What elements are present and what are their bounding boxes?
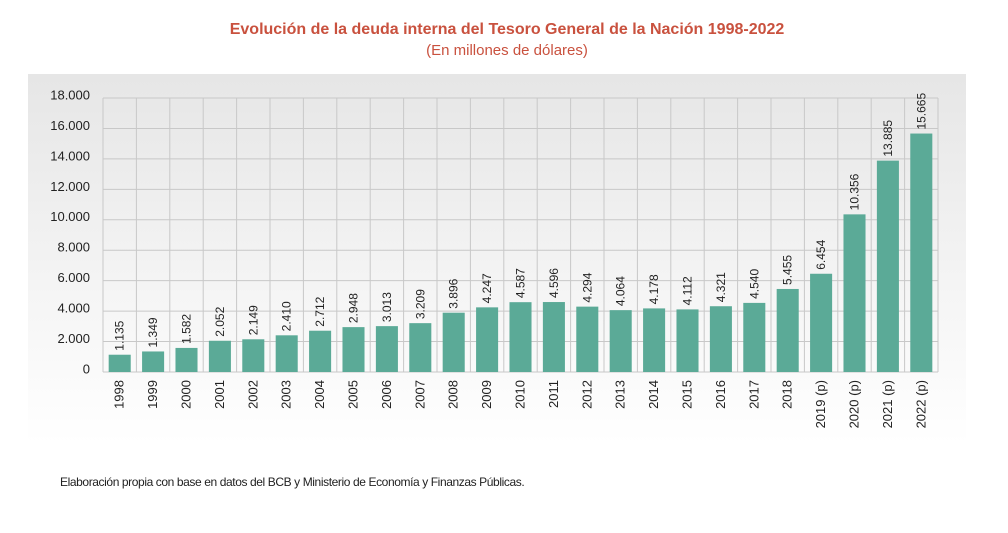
value-label: 2.052: [213, 306, 227, 336]
bar: [275, 335, 298, 372]
chart-subtitle: (En millones de dólares): [426, 42, 588, 59]
x-tick-label: 2015: [680, 380, 695, 409]
value-label: 2.712: [313, 296, 327, 326]
y-tick-label: 8.000: [57, 240, 90, 255]
y-tick-label: 6.000: [57, 270, 90, 285]
x-tick-label: 1999: [145, 380, 160, 409]
y-tick-label: 16.000: [50, 118, 90, 133]
value-label: 4.064: [614, 276, 628, 306]
bar: [375, 326, 398, 372]
x-tick-label: 2014: [646, 380, 661, 409]
x-tick-label: 2008: [446, 380, 461, 409]
bar: [810, 273, 833, 372]
bar: [108, 354, 131, 372]
value-label: 2.149: [246, 305, 260, 335]
value-label: 4.321: [714, 272, 728, 302]
value-label: 4.247: [480, 273, 494, 303]
x-tick-label: 1998: [112, 380, 127, 409]
bar: [142, 351, 165, 372]
x-tick-label: 2009: [479, 380, 494, 409]
bar: [476, 307, 499, 372]
value-label: 3.209: [413, 289, 427, 319]
value-label: 10.356: [848, 173, 862, 210]
y-tick-label: 12.000: [50, 179, 90, 194]
bar: [709, 306, 732, 372]
value-label: 4.540: [747, 269, 761, 299]
x-tick-label: 2003: [279, 380, 294, 409]
y-tick-label: 0: [83, 361, 90, 376]
x-tick-label: 2007: [412, 380, 427, 409]
x-tick-label: 2019 (p): [813, 380, 828, 428]
x-tick-label: 2002: [245, 380, 260, 409]
value-label: 4.178: [647, 274, 661, 304]
x-tick-label: 2016: [713, 380, 728, 409]
bar: [910, 133, 933, 372]
source-note: Elaboración propia con base en datos del…: [60, 475, 524, 489]
bar: [576, 306, 599, 372]
y-tick-label: 2.000: [57, 331, 90, 346]
bar: [342, 327, 365, 372]
value-label: 3.013: [380, 292, 394, 322]
value-label: 2.410: [280, 301, 294, 331]
value-label: 1.582: [180, 314, 194, 344]
bar: [242, 339, 265, 372]
chart-title: Evolución de la deuda interna del Tesoro…: [230, 21, 785, 38]
bar: [609, 310, 632, 372]
bar: [643, 308, 666, 372]
value-label: 15.665: [914, 93, 928, 130]
x-tick-label: 2017: [746, 380, 761, 409]
bar: [843, 214, 866, 372]
value-label: 4.587: [514, 268, 528, 298]
bar: [743, 302, 766, 372]
value-label: 4.112: [681, 276, 695, 305]
y-tick-label: 14.000: [50, 148, 90, 163]
bar: [309, 330, 332, 372]
x-tick-label: 2004: [312, 380, 327, 409]
value-label: 6.454: [814, 239, 828, 269]
value-label: 3.896: [447, 278, 461, 308]
bar: [676, 309, 699, 372]
y-tick-label: 18.000: [50, 87, 90, 102]
x-tick-label: 2005: [346, 380, 361, 409]
value-label: 5.455: [781, 255, 795, 285]
value-label: 1.135: [113, 320, 127, 350]
value-label: 13.885: [881, 120, 895, 157]
x-tick-label: 2012: [579, 380, 594, 409]
bar: [409, 323, 432, 372]
x-tick-label: 2018: [780, 380, 795, 409]
x-tick-label: 2006: [379, 380, 394, 409]
plot-background: [28, 74, 966, 444]
value-label: 4.596: [547, 268, 561, 298]
x-tick-label: 2020 (p): [847, 380, 862, 428]
value-label: 2.948: [347, 293, 361, 323]
bar: [776, 288, 799, 372]
x-tick-label: 2010: [513, 380, 528, 409]
bar: [442, 312, 465, 372]
bar: [175, 347, 198, 372]
bar: [208, 340, 231, 372]
bar: [876, 160, 899, 372]
x-tick-label: 2000: [179, 380, 194, 409]
bar: [509, 302, 532, 372]
bar: [542, 302, 565, 372]
x-tick-label: 2013: [613, 380, 628, 409]
x-tick-label: 2022 (p): [913, 380, 928, 428]
x-tick-label: 2001: [212, 380, 227, 409]
y-tick-label: 10.000: [50, 209, 90, 224]
y-tick-label: 4.000: [57, 301, 90, 316]
value-label: 1.349: [146, 317, 160, 347]
x-tick-label: 2021 (p): [880, 380, 895, 428]
value-label: 4.294: [580, 272, 594, 302]
x-tick-label: 2011: [546, 380, 561, 408]
